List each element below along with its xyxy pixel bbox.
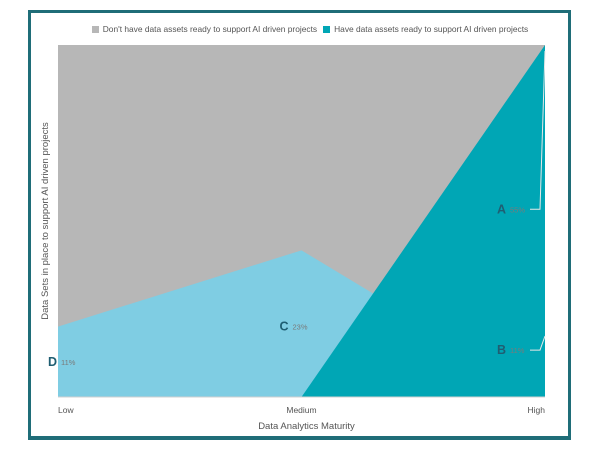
annotation-letter-a: A — [497, 202, 506, 216]
annotation-value-d: 11% — [61, 358, 76, 367]
annotation-value-a: 55% — [510, 205, 525, 214]
annotation-value-b: 11% — [510, 346, 525, 355]
legend-label-dont-have: Don't have data assets ready to support … — [102, 24, 318, 34]
annotation-letter-b: B — [497, 343, 506, 357]
annotation-letter-c: C — [280, 320, 289, 334]
legend-swatch-have — [323, 25, 331, 33]
legend-item-dont-have: Don't have data assets ready to support … — [91, 24, 318, 34]
annotation-letter-d: D — [48, 355, 57, 369]
chart-legend: Don't have data assets ready to support … — [60, 22, 560, 36]
x-axis-title: Data Analytics Maturity — [258, 421, 355, 432]
annotation-leader-b — [530, 335, 546, 351]
y-axis-title: Data Sets in place to support AI driven … — [40, 122, 51, 320]
legend-item-have: Have data assets ready to support AI dri… — [323, 24, 528, 34]
legend-label-have: Have data assets ready to support AI dri… — [334, 24, 529, 34]
x-tick-label-low: Low — [58, 405, 74, 415]
x-tick-label-medium: Medium — [286, 405, 316, 415]
legend-swatch-dont-have — [91, 25, 99, 33]
annotation-leader-a — [530, 50, 546, 210]
annotation-value-c: 23% — [293, 323, 308, 332]
x-tick-label-high: High — [528, 405, 546, 415]
series-area-have — [301, 45, 545, 397]
